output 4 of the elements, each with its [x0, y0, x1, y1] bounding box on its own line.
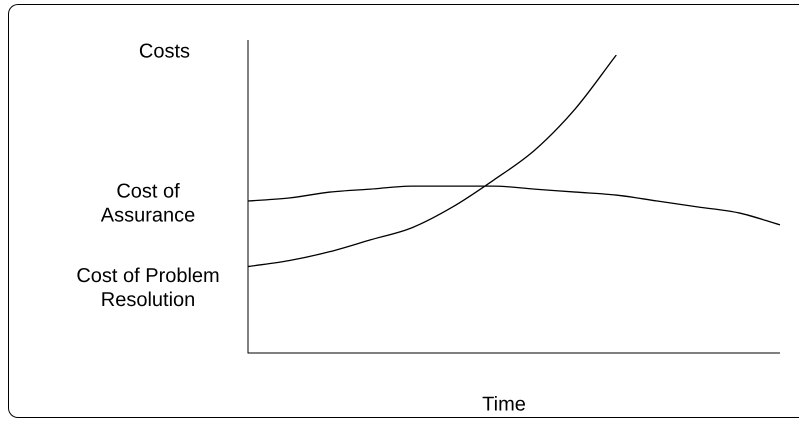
text: Cost of Assurance — [100, 180, 196, 227]
series-label: Cost of Problem Resolution — [76, 265, 220, 312]
x-axis-title: Time — [482, 394, 526, 416]
y-axis-title: Costs — [138, 40, 190, 63]
